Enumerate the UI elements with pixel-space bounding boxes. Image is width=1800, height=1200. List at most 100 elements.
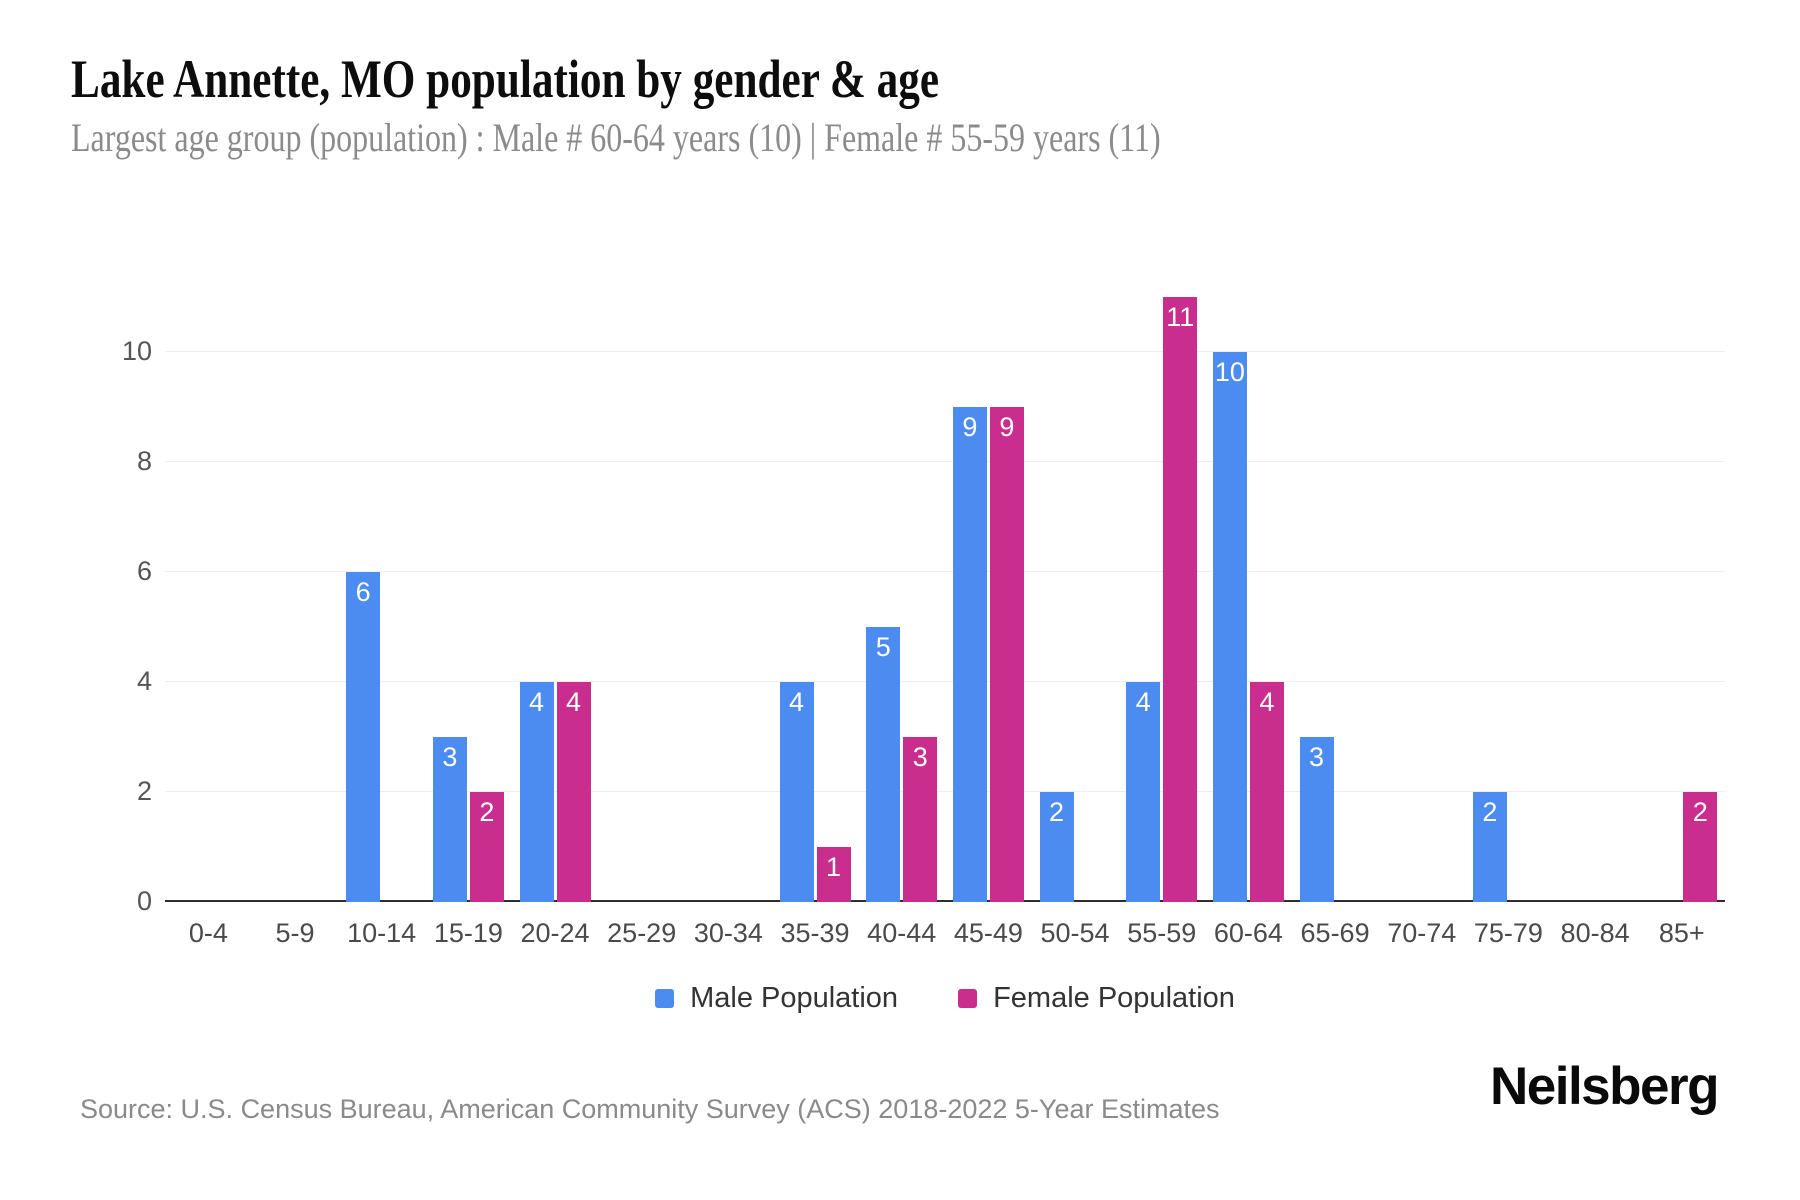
female-bar-15-19: 2 [469, 792, 504, 902]
bar-value-label: 9 [999, 412, 1015, 442]
bar-value-label: 9 [962, 412, 978, 442]
bar-group-10-14: 6 [338, 270, 425, 902]
male-bar-60-64: 10 [1212, 352, 1247, 902]
bar-group-0-4 [165, 270, 252, 902]
male-bar-55-59: 4 [1126, 682, 1161, 902]
x-tick-30-34: 30-34 [693, 918, 763, 948]
bar-value-label: 3 [442, 742, 458, 772]
bar-value-label: 2 [1692, 797, 1708, 827]
bar-value-label: 4 [529, 687, 545, 717]
y-tick-6: 6 [136, 556, 152, 586]
female-bar-40-44: 3 [903, 737, 938, 902]
x-tick-60-64: 60-64 [1213, 918, 1283, 948]
bar-value-label: 4 [566, 687, 582, 717]
x-tick-45-49: 45-49 [953, 918, 1023, 948]
male-bar-35-39: 4 [779, 682, 814, 902]
bar-group-55-59: 4 11 [1118, 270, 1205, 902]
gridline-y4 [165, 681, 1725, 682]
x-tick-75-79: 75-79 [1473, 918, 1543, 948]
x-tick-55-59: 55-59 [1127, 918, 1197, 948]
bar-group-85+: 2 [1638, 270, 1725, 902]
legend-label-female: Female Population [993, 982, 1235, 1014]
gridline-y10 [165, 351, 1725, 352]
female-bar-35-39: 1 [816, 847, 851, 902]
bar-value-label: 4 [1259, 687, 1275, 717]
x-axis-tick-labels: 0-4 5-9 10-14 15-19 20-24 25-29 30-34 35-39 40-4… [165, 918, 1725, 949]
bar-value-label: 6 [355, 577, 371, 607]
x-tick-70-74: 70-74 [1387, 918, 1457, 948]
legend: Male Population Female Population [165, 982, 1725, 1015]
bar-value-label: 2 [1049, 797, 1065, 827]
legend-label-male: Male Population [690, 982, 899, 1014]
x-tick-20-24: 20-24 [520, 918, 590, 948]
bar-group-30-34 [685, 270, 772, 902]
x-tick-65-69: 65-69 [1300, 918, 1370, 948]
bar-value-label: 10 [1214, 357, 1245, 387]
x-tick-0-4: 0-4 [188, 918, 228, 948]
x-tick-25-29: 25-29 [607, 918, 677, 948]
x-tick-5-9: 5-9 [275, 918, 315, 948]
bar-group-75-79: 2 [1465, 270, 1552, 902]
x-tick-50-54: 50-54 [1040, 918, 1110, 948]
legend-item-male[interactable]: Male Population [655, 982, 898, 1015]
gridline-y6 [165, 571, 1725, 572]
legend-item-female[interactable]: Female Population [958, 982, 1235, 1015]
plot-area: 6 3 2 4 4 4 1 5 3 9 9 2 4 11 10 4 3 2 2 [165, 270, 1725, 902]
male-bar-10-14: 6 [346, 572, 381, 902]
y-tick-8: 8 [136, 446, 152, 476]
bar-group-50-54: 2 [1032, 270, 1119, 902]
bar-value-label: 4 [1135, 687, 1151, 717]
bar-value-label: 5 [875, 632, 891, 662]
bar-value-label: 2 [1482, 797, 1498, 827]
gridline-y0 [165, 900, 1725, 902]
x-tick-35-39: 35-39 [780, 918, 850, 948]
y-tick-4: 4 [136, 666, 152, 696]
bar-group-25-29 [598, 270, 685, 902]
male-bar-75-79: 2 [1472, 792, 1507, 902]
male-bar-65-69: 3 [1299, 737, 1334, 902]
male-bar-15-19: 3 [432, 737, 467, 902]
male-bar-45-49: 9 [952, 407, 987, 902]
male-series-swatch-icon [655, 989, 675, 1008]
bar-group-80-84 [1552, 270, 1639, 902]
female-bar-55-59: 11 [1163, 297, 1198, 902]
bar-value-label: 1 [826, 852, 842, 882]
male-bar-40-44: 5 [866, 627, 901, 902]
bar-value-label: 2 [479, 797, 495, 827]
gridline-y2 [165, 791, 1725, 792]
y-axis-tick-labels: 0 2 4 6 8 10 [40, 270, 152, 916]
bar-group-65-69: 3 [1292, 270, 1379, 902]
chart-subtitle: Largest age group (population) : Male # … [71, 115, 1161, 160]
chart-title: Lake Annette, MO population by gender & … [71, 49, 940, 109]
bar-groups: 6 3 2 4 4 4 1 5 3 9 9 2 4 11 10 4 3 2 2 [165, 270, 1725, 902]
female-bar-45-49: 9 [989, 407, 1024, 902]
x-tick-10-14: 10-14 [347, 918, 417, 948]
female-bar-60-64: 4 [1249, 682, 1284, 902]
bar-value-label: 4 [789, 687, 805, 717]
bar-group-5-9 [252, 270, 339, 902]
male-bar-20-24: 4 [519, 682, 554, 902]
x-tick-40-44: 40-44 [867, 918, 937, 948]
bar-group-60-64: 10 4 [1205, 270, 1292, 902]
bar-group-70-74 [1378, 270, 1465, 902]
female-series-swatch-icon [958, 989, 978, 1008]
female-bar-20-24: 4 [556, 682, 591, 902]
x-tick-80-84: 80-84 [1560, 918, 1630, 948]
female-bar-85+: 2 [1683, 792, 1718, 902]
male-bar-50-54: 2 [1039, 792, 1074, 902]
y-tick-2: 2 [136, 776, 152, 806]
neilsberg-logo: Neilsberg [1489, 1057, 1720, 1116]
source-attribution: Source: U.S. Census Bureau, American Com… [80, 1094, 1220, 1124]
bar-value-label: 3 [912, 742, 928, 772]
x-tick-85+: 85+ [1658, 918, 1705, 948]
y-tick-10: 10 [121, 336, 152, 366]
bar-value-label: 11 [1166, 302, 1195, 332]
bar-value-label: 3 [1309, 742, 1325, 772]
x-tick-15-19: 15-19 [433, 918, 503, 948]
